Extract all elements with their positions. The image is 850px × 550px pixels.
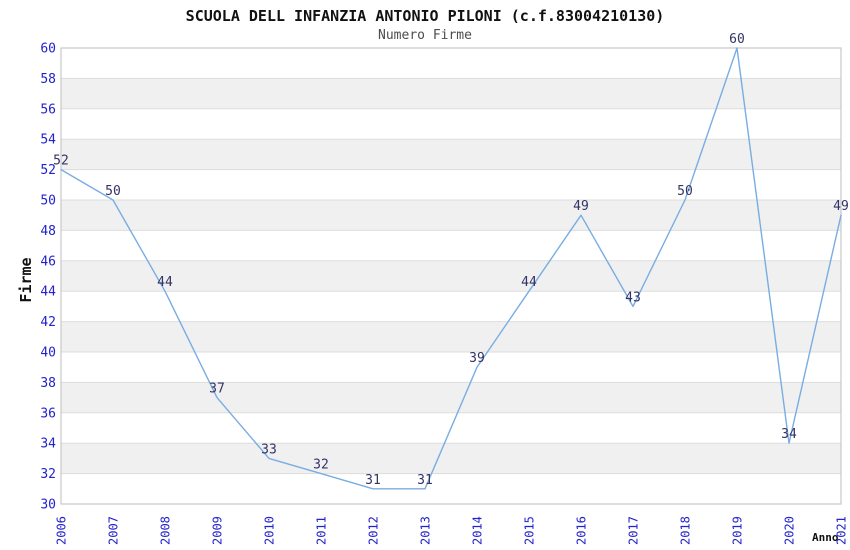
x-tick-label: 2015 <box>523 516 537 545</box>
y-tick-label: 48 <box>40 224 56 239</box>
plot-band <box>61 382 841 413</box>
data-label: 34 <box>781 427 797 442</box>
data-label: 49 <box>833 199 849 214</box>
chart-subtitle: Numero Firme <box>378 28 472 43</box>
data-label: 49 <box>573 199 589 214</box>
y-tick-label: 58 <box>40 72 56 87</box>
data-label: 50 <box>677 184 693 199</box>
y-tick-label: 34 <box>40 437 56 452</box>
data-label: 37 <box>209 382 225 397</box>
y-tick-label: 42 <box>40 315 56 330</box>
y-tick-label: 30 <box>40 498 56 513</box>
x-tick-label: 2011 <box>315 516 329 545</box>
x-tick-label: 2014 <box>471 516 485 545</box>
plot-band <box>61 200 841 231</box>
data-label: 44 <box>157 275 173 290</box>
y-tick-label: 60 <box>40 42 56 57</box>
y-tick-label: 56 <box>40 102 56 117</box>
data-label: 60 <box>729 32 745 47</box>
x-tick-label: 2021 <box>835 516 849 545</box>
y-tick-label: 44 <box>40 285 56 300</box>
x-tick-label: 2009 <box>211 516 225 545</box>
plot-band <box>61 260 841 292</box>
chart-title: SCUOLA DELL INFANZIA ANTONIO PILONI (c.f… <box>185 7 665 25</box>
x-tick-label: 2008 <box>159 516 173 545</box>
data-label: 39 <box>469 351 485 366</box>
data-line <box>60 47 842 490</box>
data-label: 52 <box>53 154 69 169</box>
plot-band <box>61 321 841 352</box>
x-tick-label: 2006 <box>55 516 69 545</box>
y-tick-label: 36 <box>40 406 56 421</box>
y-tick-label: 52 <box>40 163 56 178</box>
x-tick-label: 2010 <box>263 516 277 545</box>
data-label: 50 <box>105 184 121 199</box>
y-tick-label: 50 <box>40 194 56 209</box>
plot-border <box>60 47 842 505</box>
y-tick-label: 54 <box>40 133 56 148</box>
x-tick-label: 2020 <box>783 516 797 545</box>
plot-band <box>61 139 841 170</box>
plot-band <box>61 443 841 474</box>
x-axis-title: Anno <box>812 531 839 544</box>
data-label: 31 <box>365 473 381 488</box>
x-tick-label: 2007 <box>107 516 121 545</box>
x-tick-label: 2012 <box>367 516 381 545</box>
x-tick-label: 2018 <box>679 516 693 545</box>
data-label: 44 <box>521 275 537 290</box>
data-label: 31 <box>417 473 433 488</box>
x-tick-label: 2016 <box>575 516 589 545</box>
x-tick-label: 2017 <box>627 516 641 545</box>
y-tick-label: 32 <box>40 467 56 482</box>
data-label: 32 <box>313 458 329 473</box>
data-label: 43 <box>625 290 641 305</box>
y-tick-label: 38 <box>40 376 56 391</box>
y-tick-label: 46 <box>40 254 56 269</box>
data-label: 33 <box>261 442 277 457</box>
y-tick-label: 40 <box>40 346 56 361</box>
x-tick-label: 2013 <box>419 516 433 545</box>
x-tick-label: 2019 <box>731 516 745 545</box>
plot-band <box>61 78 841 109</box>
